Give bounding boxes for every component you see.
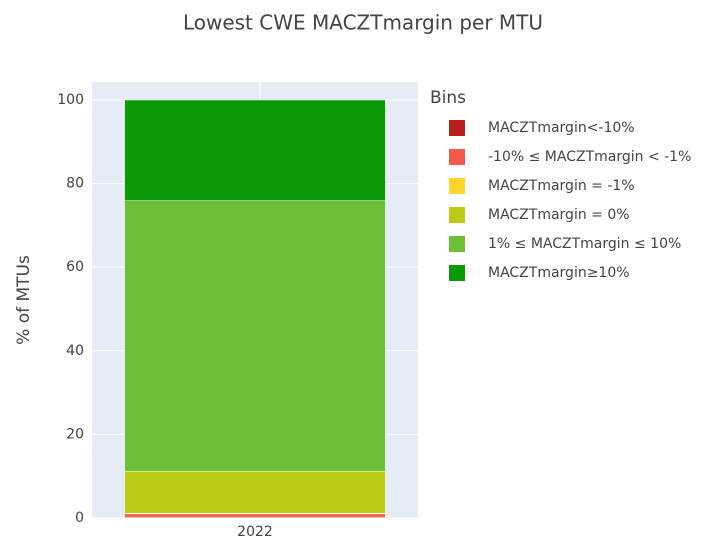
- bar-segment: [124, 200, 386, 472]
- legend-swatch: [449, 149, 465, 165]
- y-tick-label: 80: [66, 176, 84, 192]
- legend-label: -10% ≤ MACZTmargin < -1%: [488, 149, 691, 165]
- legend-label: MACZTmargin≥10%: [488, 265, 630, 281]
- y-tick-label: 100: [57, 92, 84, 108]
- bar-segment: [124, 99, 386, 201]
- legend-swatch: [449, 178, 465, 194]
- y-axis-title: % of MTUs: [14, 255, 34, 345]
- bar-segment: [124, 513, 386, 518]
- legend-swatch: [449, 236, 465, 252]
- chart-title: Lowest CWE MACZTmargin per MTU: [183, 11, 543, 35]
- legend-swatch: [449, 120, 465, 136]
- y-tick-label: 0: [75, 510, 84, 526]
- y-tick-label: 20: [66, 426, 84, 442]
- legend-label: 1% ≤ MACZTmargin ≤ 10%: [488, 236, 681, 252]
- legend-swatch: [449, 207, 465, 223]
- x-tick-label: 2022: [237, 524, 273, 539]
- legend-title: Bins: [430, 88, 466, 108]
- legend-label: MACZTmargin<-10%: [488, 120, 635, 136]
- y-tick-label: 60: [66, 259, 84, 275]
- legend-label: MACZTmargin = -1%: [488, 178, 635, 194]
- bar-segment: [124, 470, 386, 514]
- legend-swatch: [449, 265, 465, 281]
- legend-label: MACZTmargin = 0%: [488, 207, 630, 223]
- y-tick-label: 40: [66, 343, 84, 359]
